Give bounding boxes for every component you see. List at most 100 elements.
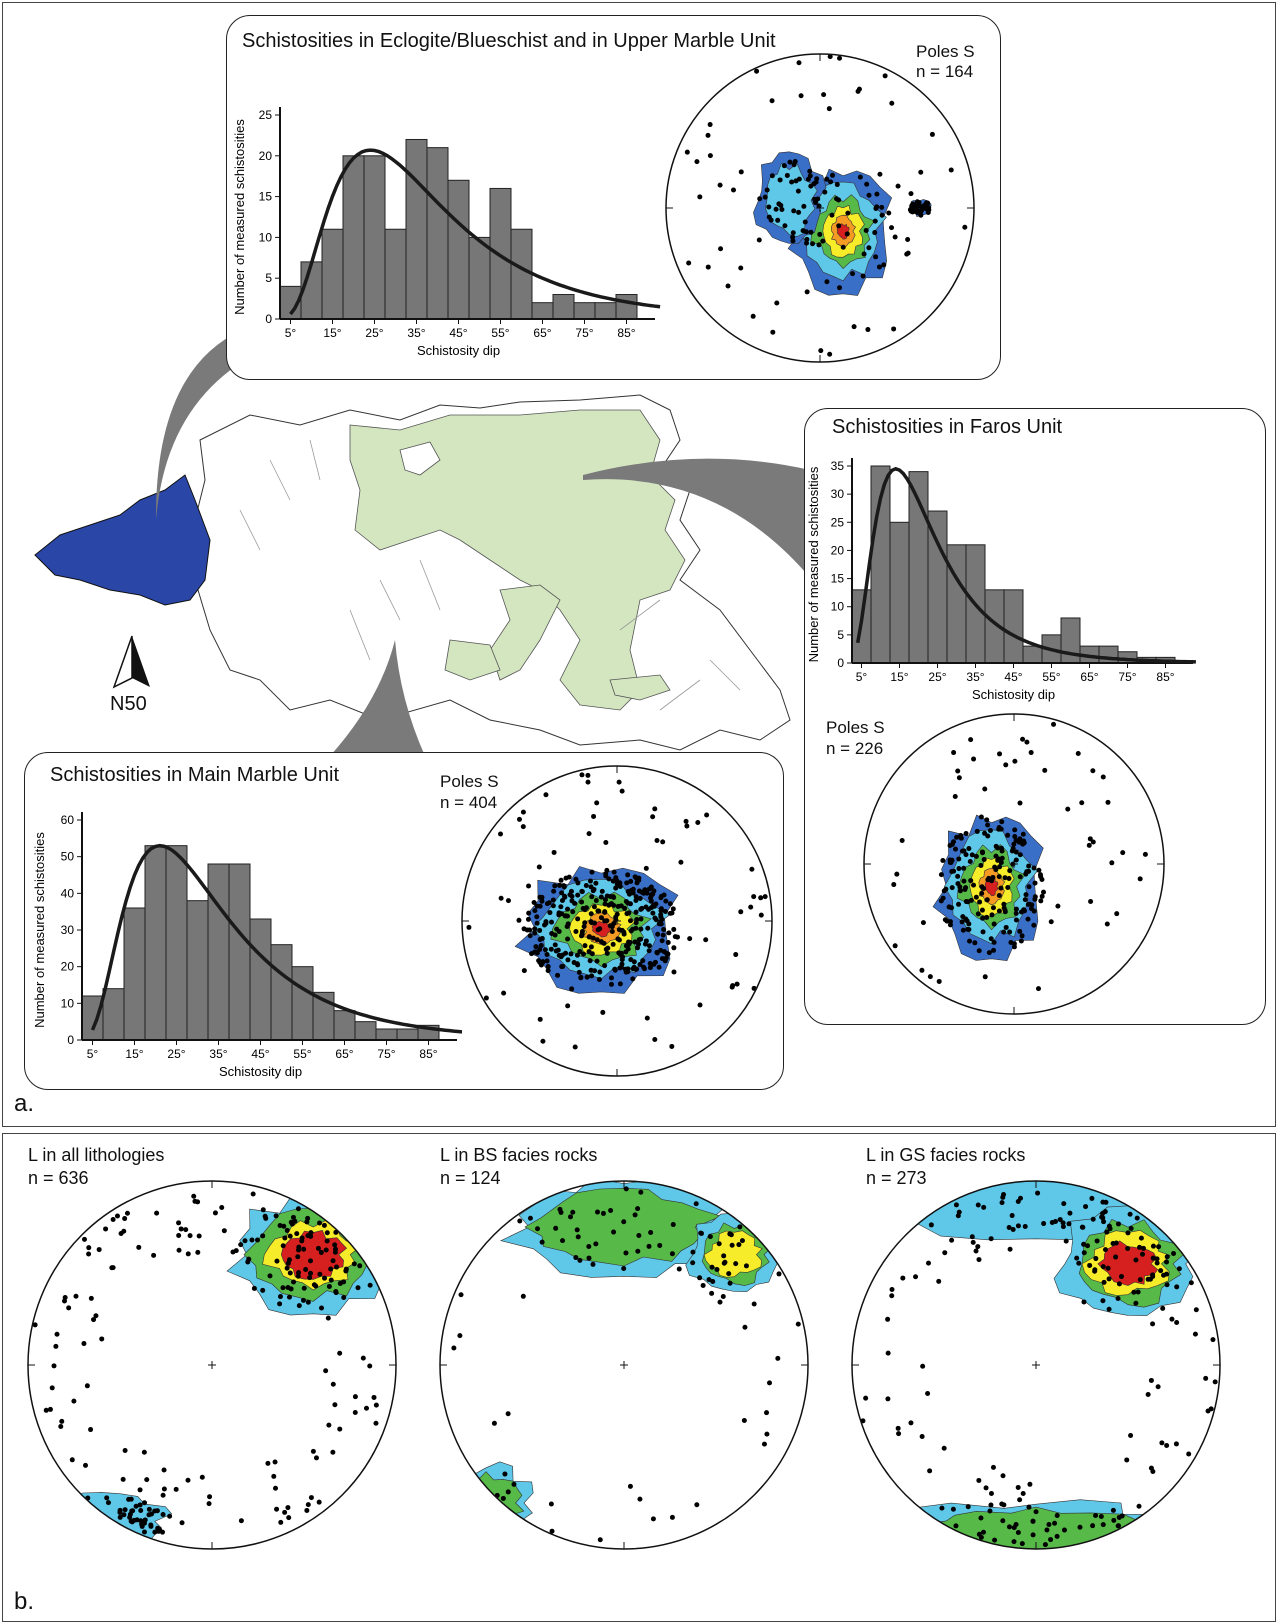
pole-point <box>999 819 1005 825</box>
pole-point <box>611 869 617 875</box>
stereonet-main-marble <box>461 765 773 1077</box>
pole-point <box>333 1246 339 1252</box>
pole-point <box>1128 1225 1134 1231</box>
pole-point <box>826 106 832 112</box>
pole-point <box>647 965 653 971</box>
pole-point <box>1063 1238 1069 1244</box>
pole-point <box>526 883 532 889</box>
pole-point <box>104 1495 110 1501</box>
pole-point <box>532 908 538 914</box>
pole-point <box>830 172 836 178</box>
histogram-bar <box>552 294 575 320</box>
pole-point <box>565 957 571 963</box>
pole-point <box>1159 1440 1165 1446</box>
pole-point <box>1110 1240 1116 1246</box>
pole-point <box>1164 1282 1170 1288</box>
pole-point <box>725 283 731 289</box>
pole-point <box>827 54 833 60</box>
pole-point <box>582 920 588 926</box>
pole-point <box>693 1201 699 1207</box>
pole-point <box>1094 1238 1100 1244</box>
pole-point <box>1110 1507 1116 1513</box>
pole-point <box>1136 1503 1142 1509</box>
y-tick-label: 10 <box>259 230 273 244</box>
pole-point <box>537 936 543 942</box>
pole-point <box>967 858 973 864</box>
pole-point <box>176 1232 182 1238</box>
pole-point <box>281 1223 287 1229</box>
pole-point <box>690 1249 696 1255</box>
y-tick-label: 0 <box>265 312 272 326</box>
pole-point <box>318 1305 324 1311</box>
pole-point <box>1115 1296 1121 1302</box>
pole-point <box>821 92 827 98</box>
pole-point <box>1007 1246 1013 1252</box>
pole-point <box>1105 799 1111 805</box>
pole-point <box>371 1394 377 1400</box>
pole-point <box>973 1248 979 1254</box>
pole-point <box>330 1449 336 1455</box>
pole-point <box>536 864 542 870</box>
pole-point <box>818 348 824 354</box>
y-tick-label: 10 <box>61 996 75 1010</box>
pole-point <box>1060 1220 1066 1226</box>
pole-point <box>741 1417 747 1423</box>
pole-point <box>833 196 839 202</box>
pole-point <box>651 961 657 967</box>
center-cross <box>613 917 621 925</box>
pole-point <box>579 929 585 935</box>
pole-point <box>355 1285 361 1291</box>
pole-point <box>669 910 675 916</box>
pole-point <box>730 983 736 989</box>
x-tick-label: 75° <box>575 326 593 340</box>
stereonet-lineation-gs <box>851 1180 1221 1550</box>
x-tick-label: 5° <box>87 1047 99 1061</box>
pole-point <box>971 882 977 888</box>
pole-point <box>956 901 962 907</box>
histogram-bar <box>396 1028 419 1041</box>
pole-point <box>624 880 630 886</box>
pole-point <box>671 945 677 951</box>
pole-point <box>586 831 592 837</box>
pole-point <box>1041 1221 1047 1227</box>
pole-point <box>764 1431 770 1437</box>
pole-point <box>768 217 774 223</box>
pole-point <box>308 1270 314 1276</box>
x-tick-label: 45° <box>1004 670 1022 684</box>
pole-point <box>1135 1289 1141 1295</box>
pole-point <box>575 1234 581 1240</box>
pole-point <box>532 926 538 932</box>
pole-point <box>196 1233 202 1239</box>
pole-point <box>1133 1257 1139 1263</box>
pole-point <box>219 1204 225 1210</box>
pole-point <box>612 967 618 973</box>
pole-point <box>565 1003 571 1009</box>
pole-point <box>807 173 813 179</box>
pole-point <box>326 1283 332 1289</box>
pole-point <box>317 1220 323 1226</box>
pole-point <box>891 882 897 888</box>
pole-point <box>191 1193 197 1199</box>
pole-point <box>1087 836 1093 842</box>
pole-point <box>1081 1250 1087 1256</box>
pole-point <box>790 230 796 236</box>
pole-point <box>1013 849 1019 855</box>
x-tick-label: 25° <box>167 1047 185 1061</box>
pole-point <box>749 866 755 872</box>
pole-point <box>265 1460 271 1466</box>
pole-point <box>960 927 966 933</box>
pole-point <box>953 1523 959 1529</box>
pole-point <box>271 1473 277 1479</box>
x-tick-label: 35° <box>966 670 984 684</box>
pole-point <box>992 864 998 870</box>
pole-point <box>955 881 961 887</box>
pole-point <box>850 271 856 277</box>
pole-point <box>305 1233 311 1239</box>
pole-point <box>99 1336 105 1342</box>
x-axis-label: Schistosity dip <box>417 343 500 358</box>
pole-point <box>1114 911 1120 917</box>
pole-point <box>671 926 677 932</box>
pole-point <box>690 1260 696 1266</box>
pole-point <box>602 901 608 907</box>
pole-point <box>1012 827 1018 833</box>
